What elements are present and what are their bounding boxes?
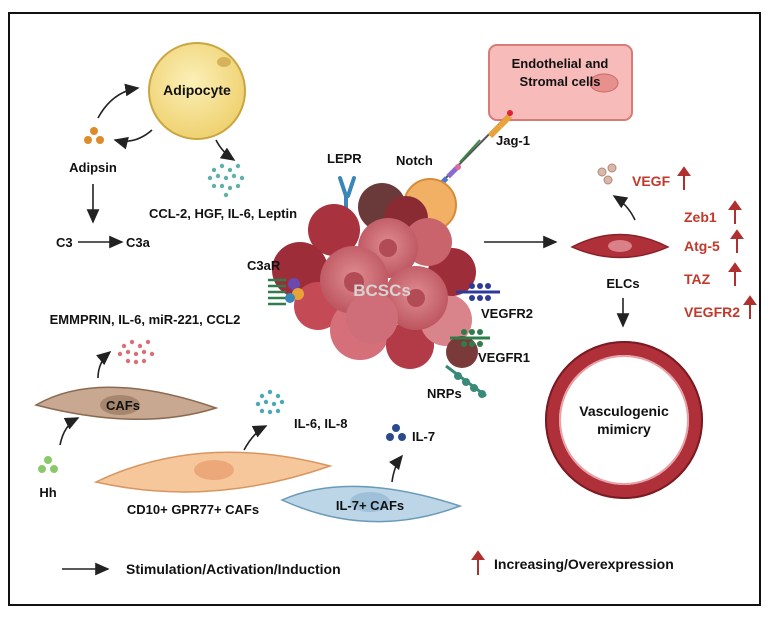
bcscs-label: BCSCs	[353, 281, 411, 300]
vasculogenic-label-line2: mimicry	[597, 421, 651, 437]
arrow-elcs-to-vegf	[612, 195, 636, 221]
vegfr2-receptor-icon	[456, 283, 500, 301]
adipocyte-cell	[148, 42, 246, 140]
il7-cafs-label: IL-7+ CAFs	[336, 498, 404, 513]
cd10-cafs-label: CD10+ GPR77+ CAFs	[127, 502, 259, 517]
c3ar-receptor-icon	[268, 278, 304, 306]
caf-cell	[34, 386, 219, 420]
zeb1-up-arrow-icon	[728, 200, 742, 224]
vegf-up-label: VEGF	[632, 173, 671, 189]
nrps-label: NRPs	[427, 386, 462, 401]
arrow-cafs-to-factors	[96, 350, 112, 379]
bcsc-tumor-cluster	[272, 178, 478, 369]
legend-up-arrow-icon	[471, 550, 485, 575]
il7-label: IL-7	[412, 429, 435, 444]
caf-factors-label: EMMPRIN, IL-6, miR-221, CCL2	[50, 312, 241, 327]
arrow-adipocyte-to-factors	[215, 139, 236, 161]
il6-il8-molecules-icon	[255, 389, 285, 415]
vegf-up-arrow-icon	[677, 166, 691, 190]
vegfr2-up-label: VEGFR2	[684, 304, 740, 320]
frame-border	[8, 12, 761, 606]
adipocyte-factors-icon	[207, 163, 245, 198]
il6-il8-label: IL-6, IL-8	[294, 416, 347, 431]
vegfr1-label: VEGFR1	[478, 350, 530, 365]
arrow-adipocyte-to-adipsin	[113, 129, 153, 150]
arrow-cd10cafs-to-il6il8	[243, 425, 268, 451]
legend-stimulation-label: Stimulation/Activation/Induction	[126, 561, 341, 577]
atg5-up-label: Atg-5	[684, 238, 720, 254]
notch-label: Notch	[396, 153, 433, 168]
lepr-label: LEPR	[327, 151, 362, 166]
il7-molecules-icon	[386, 424, 406, 441]
endothelial-stromal-cell	[488, 44, 633, 121]
caf-factors-icon	[117, 339, 155, 365]
vasculogenic-mimicry-ring	[545, 341, 703, 499]
arrow-hh-to-cafs	[59, 417, 80, 446]
adipocyte-label: Adipocyte	[163, 82, 231, 98]
endothelial-label-line2: Stromal cells	[520, 74, 601, 89]
cafs-label: CAFs	[106, 398, 140, 413]
vasculogenic-label-line1: Vasculogenic	[579, 403, 669, 419]
vegf-molecules-icon	[597, 163, 617, 185]
c3ar-label: C3aR	[247, 258, 281, 273]
cd10-gpr77-caf-cell	[93, 451, 333, 493]
hh-label: Hh	[39, 485, 56, 500]
up-arrows-group	[677, 166, 757, 319]
c3-label: C3	[56, 235, 73, 250]
endothelial-label-line1: Endothelial and	[512, 56, 609, 71]
adipsin-label: Adipsin	[69, 160, 117, 175]
il7-caf-cell	[280, 485, 463, 523]
elc-cell	[570, 233, 670, 259]
nrps-receptor-icon	[445, 364, 487, 398]
taz-up-arrow-icon	[728, 262, 742, 286]
atg5-up-arrow-icon	[730, 229, 744, 253]
c3a-label: C3a	[126, 235, 151, 250]
zeb1-up-label: Zeb1	[684, 209, 717, 225]
adipsin-molecules-icon	[84, 127, 104, 144]
arrow-il7cafs-to-il7	[389, 454, 403, 483]
vegfr2-up-arrow-icon	[743, 295, 757, 319]
arrow-adipsin-to-adipocyte	[97, 83, 140, 119]
taz-up-label: TAZ	[684, 271, 711, 287]
jag1-label: Jag-1	[496, 133, 530, 148]
elcs-label: ELCs	[606, 276, 639, 291]
vegfr2-label: VEGFR2	[481, 306, 533, 321]
hh-molecules-icon	[38, 456, 58, 473]
adipocyte-factors-label: CCL-2, HGF, IL-6, Leptin	[149, 206, 297, 221]
vegfr1-receptor-icon	[450, 329, 490, 347]
legend-increasing-label: Increasing/Overexpression	[494, 556, 674, 572]
